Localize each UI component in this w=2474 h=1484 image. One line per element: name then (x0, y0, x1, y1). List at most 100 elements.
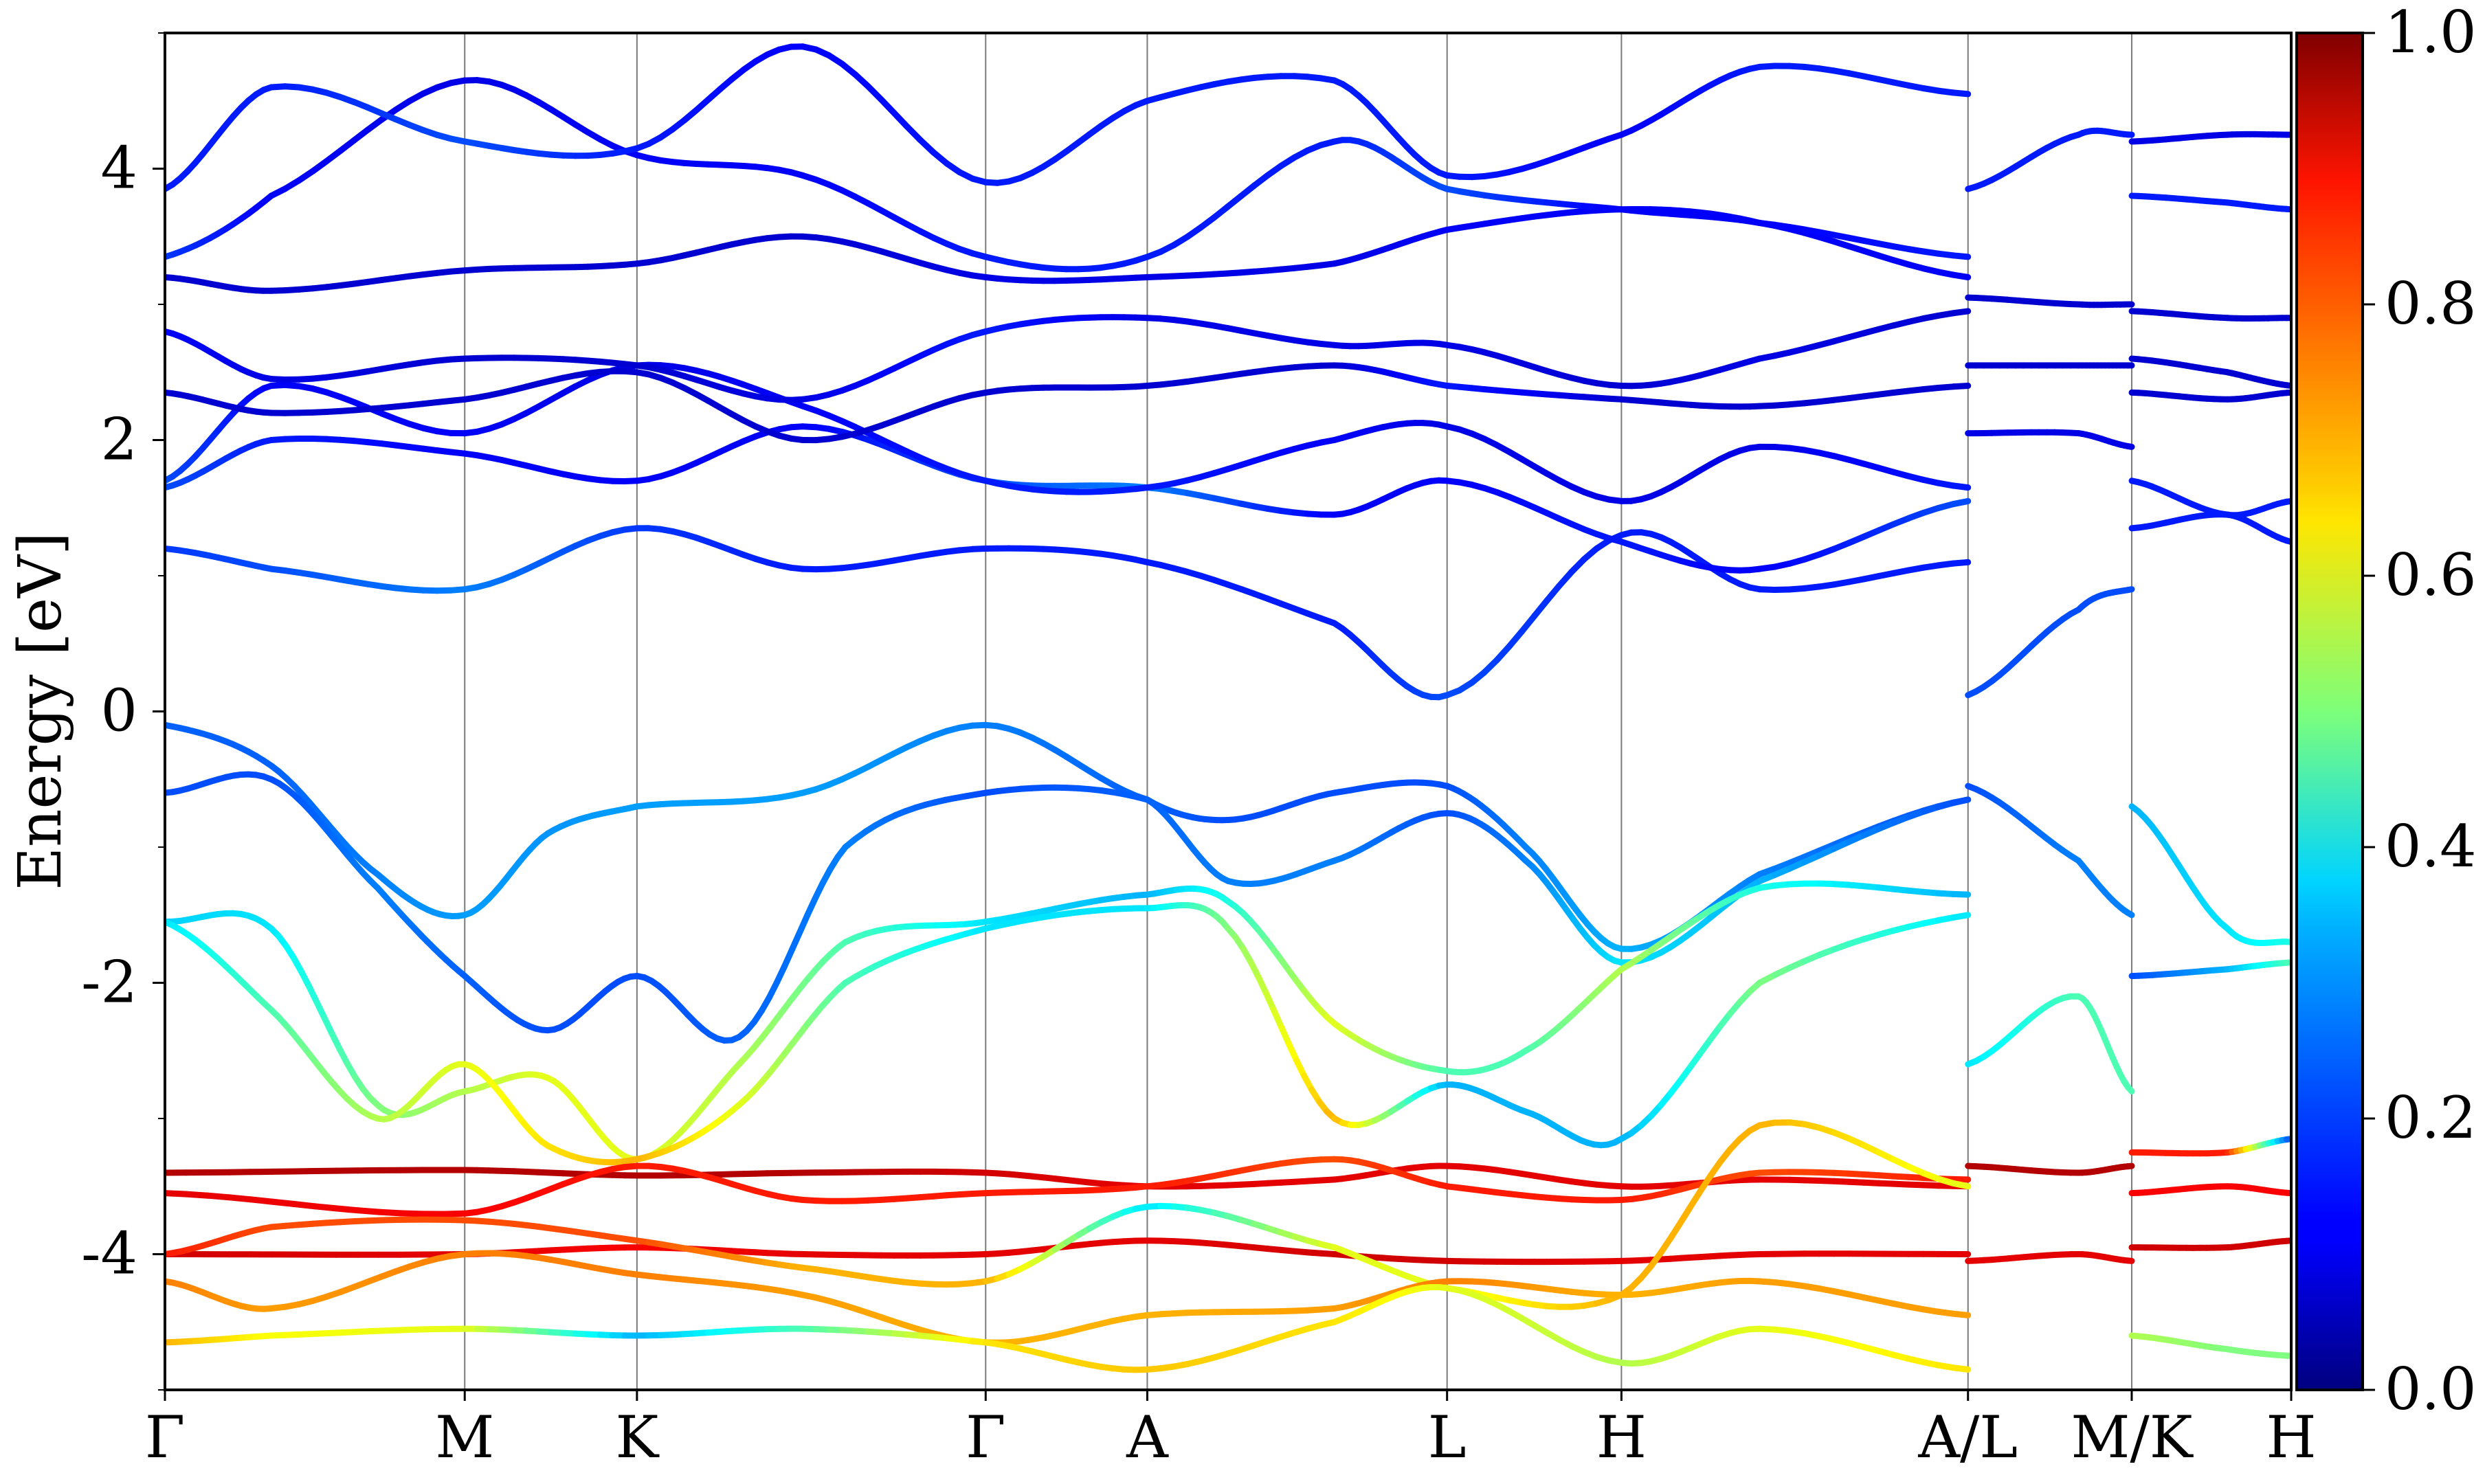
band-segment (1950, 308, 1972, 317)
band-segment (904, 124, 924, 144)
y-tick-label: 0 (101, 677, 137, 745)
band-segment (1950, 890, 1972, 898)
x-tick-label: K (615, 1404, 660, 1471)
band-segment (290, 1200, 318, 1210)
colorbar-tick-label: 0.2 (2385, 1084, 2474, 1151)
colorbar-tick-label: 0.0 (2385, 1356, 2474, 1423)
y-tick-label: 2 (101, 406, 137, 473)
band-segment (290, 1168, 318, 1175)
band (2128, 308, 2291, 322)
colorbar-ticks: 0.0 0.2 0.4 0.6 0.8 1.0 (2363, 0, 2474, 1423)
band-segment (226, 1194, 254, 1203)
colorbar-tick-label: 0.8 (2385, 270, 2474, 337)
band-segment (2124, 910, 2135, 919)
band-segment (440, 1210, 468, 1217)
band-segment (311, 1203, 339, 1212)
band-segment (1531, 598, 1550, 620)
band-segment (1270, 1007, 1284, 1031)
band (165, 77, 1972, 273)
band-segment (1950, 796, 1972, 807)
colorbar-tick-label: 1.0 (2385, 0, 2474, 66)
band-segment (354, 1207, 383, 1215)
band-segment (2124, 1162, 2135, 1170)
band (2128, 477, 2291, 519)
band-segment (1950, 1180, 1972, 1190)
band (165, 771, 1972, 1044)
band (165, 43, 1972, 192)
band-segment (165, 1190, 190, 1198)
y-axis-label: Energy [eV] (6, 532, 75, 890)
y-tick-label: 4 (101, 135, 137, 202)
band (1965, 429, 2135, 450)
band (2128, 511, 2291, 546)
x-tick-label: H (2266, 1404, 2316, 1471)
band (2128, 131, 2291, 145)
band (2128, 1332, 2291, 1360)
band-segment (1544, 583, 1563, 604)
x-ticks: Γ M K Γ A L H A/L M/K H (145, 1390, 2317, 1471)
x-tick-label: M (435, 1404, 494, 1471)
colorbar-gradient (2297, 33, 2363, 1390)
band (1965, 993, 2135, 1094)
band (165, 525, 1972, 701)
band (2128, 355, 2291, 389)
x-tick-label: Γ (966, 1404, 1005, 1471)
band (1965, 294, 2135, 308)
band-segment (333, 1205, 361, 1214)
band-segment (1950, 252, 1972, 260)
band (1965, 127, 2135, 192)
band-segment (1950, 89, 1972, 98)
band-segment (247, 1196, 276, 1205)
band (165, 206, 1972, 294)
x-tick-label: L (1428, 1404, 1467, 1471)
colorbar-tick-label: 0.4 (2385, 813, 2474, 880)
band (2128, 389, 2291, 403)
band (2128, 803, 2291, 946)
band (2128, 192, 2291, 213)
band-segment (1506, 628, 1525, 650)
x-tick-label: H (1596, 1404, 1647, 1471)
band (165, 308, 1972, 403)
band (1965, 586, 2135, 699)
band-segment (397, 1210, 425, 1217)
band (2128, 1136, 2291, 1157)
band (1965, 783, 2135, 919)
band-segment (2124, 586, 2135, 594)
band-segment (269, 1198, 297, 1207)
band-segment (1950, 559, 1972, 567)
y-ticks: 4 2 0 -2 -4 (81, 32, 165, 1391)
x-tick-label: A (1126, 1404, 1169, 1471)
band (165, 880, 1972, 1162)
band-segment (1950, 1364, 1972, 1373)
band-segment (1518, 613, 1537, 635)
x-tick-label: Γ (145, 1404, 185, 1471)
band-segment (796, 912, 811, 936)
y-tick-label: -4 (81, 1220, 137, 1288)
band (2128, 1237, 2291, 1251)
band-segment (1950, 1176, 1972, 1183)
band-segment (2124, 1083, 2135, 1094)
y-tick-label: -2 (81, 949, 137, 1016)
band-segment (1556, 568, 1575, 589)
colorbar-frame (2295, 32, 2364, 1391)
colorbar-tick-label: 0.6 (2385, 541, 2474, 609)
band-segment (1950, 912, 1972, 921)
band (165, 361, 1972, 504)
band (1965, 1162, 2135, 1176)
band-segment (891, 110, 911, 131)
band (165, 362, 1972, 444)
band (2128, 959, 2291, 980)
band (165, 1119, 1972, 1310)
band (165, 1156, 1972, 1217)
band-segment (1950, 383, 1972, 390)
x-tick-label: M/K (2071, 1404, 2194, 1471)
band (165, 902, 1972, 1166)
band-lines (165, 43, 2291, 1373)
band-segment (204, 1192, 232, 1201)
band-segment (789, 929, 803, 953)
band-segment (1950, 271, 1972, 280)
band (2128, 1183, 2291, 1197)
band-segment (1950, 1310, 1972, 1318)
x-tick-label: A/L (1917, 1404, 2018, 1471)
